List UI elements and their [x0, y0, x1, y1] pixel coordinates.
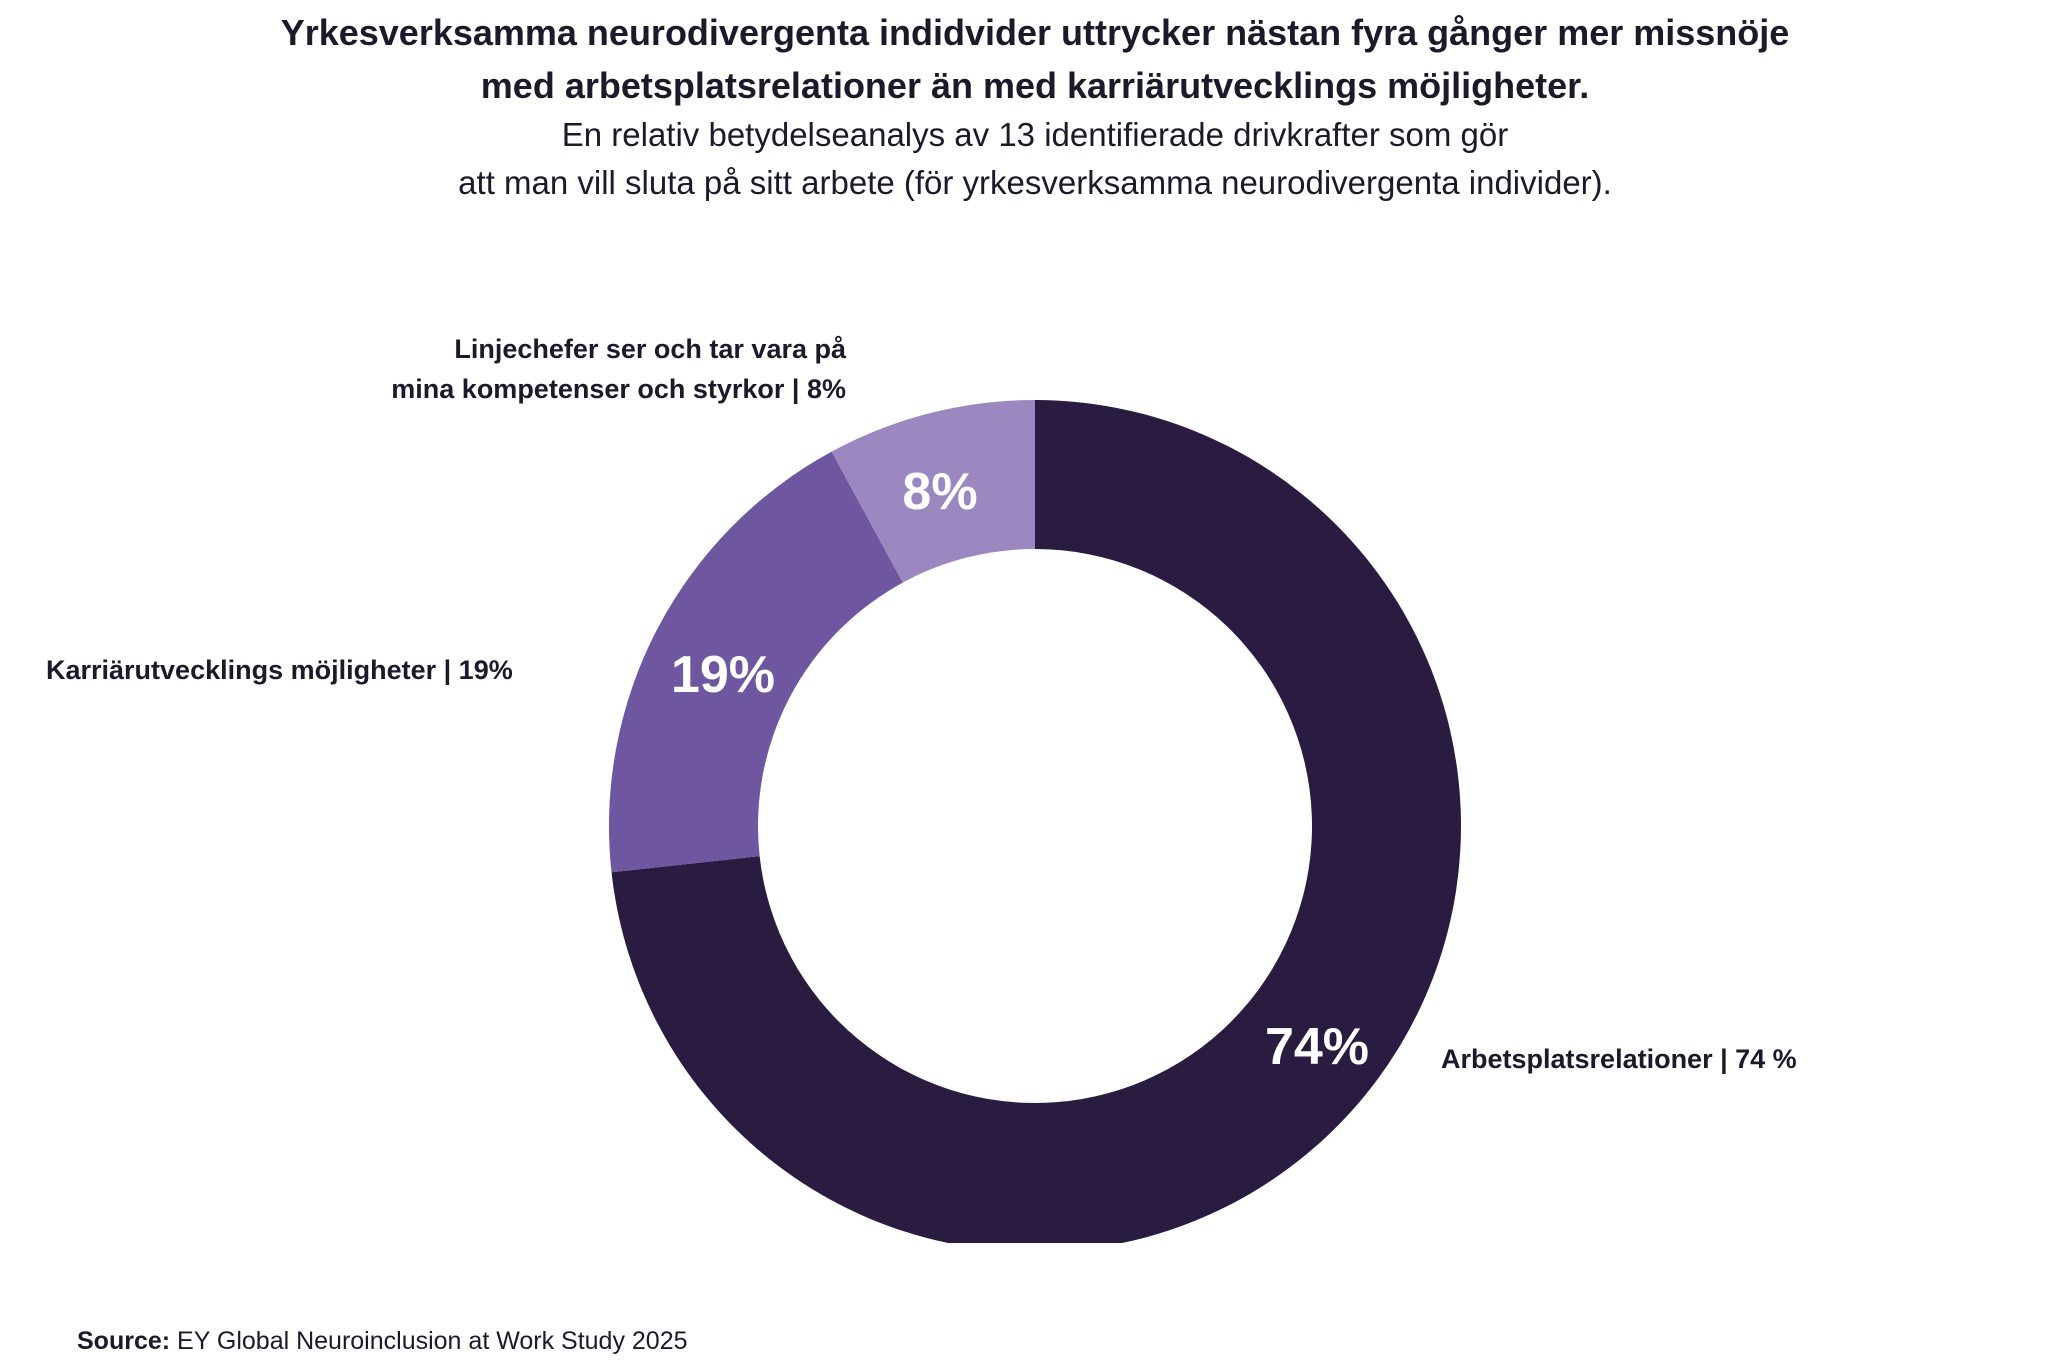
- data-label-19: 19%: [671, 646, 775, 704]
- source-note: Source: EY Global Neuroinclusion at Work…: [77, 1327, 688, 1355]
- chart-title-line-2: med arbetsplatsrelationer än med karriär…: [481, 65, 1589, 106]
- data-label-74: 74%: [1265, 1018, 1369, 1076]
- donut-slice-8: [831, 400, 1035, 583]
- slice-label-arbetsplatsrelationer: Arbetsplatsrelationer | 74 %: [1441, 1044, 1797, 1074]
- donut-slice-74: [611, 400, 1461, 1243]
- chart-title-line-1: Yrkesverksamma neurodivergenta indidvide…: [281, 12, 1790, 53]
- slice-label-linjechefer-line-1: Linjechefer ser och tar vara på: [454, 334, 847, 364]
- slice-label-linjechefer-line-2: mina kompetenser och styrkor | 8%: [391, 374, 846, 404]
- donut-slices: [608, 400, 1461, 1243]
- chart-subtitle-line-1: En relativ betydelseanalys av 13 identif…: [562, 116, 1508, 153]
- donut-slice-19: [608, 451, 903, 873]
- chart-subtitle-line-2: att man vill sluta på sitt arbete (för y…: [458, 164, 1612, 201]
- data-label-8: 8%: [902, 463, 977, 521]
- source-text: EY Global Neuroinclusion at Work Study 2…: [170, 1327, 687, 1355]
- slice-label-karriarutveckling: Karriärutvecklings möjligheter | 19%: [46, 655, 513, 685]
- source-label: Source:: [77, 1327, 170, 1355]
